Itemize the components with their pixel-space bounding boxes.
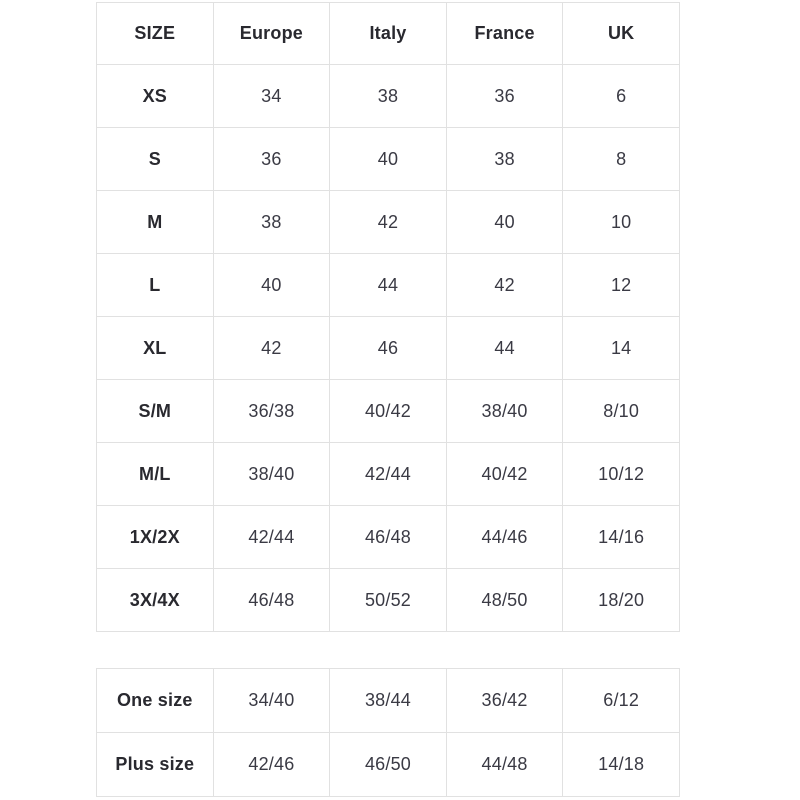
france-value-cell: 36 — [445, 64, 564, 128]
size-label-cell: Plus size — [96, 732, 214, 797]
france-value-cell: 40/42 — [445, 442, 564, 506]
france-value-cell: 38 — [445, 127, 564, 191]
uk-value-cell: 14 — [562, 316, 680, 380]
table-row-xs: XS 34 38 36 6 — [96, 64, 680, 128]
table-row-one-size: One size 34/40 38/44 36/42 6/12 — [96, 668, 680, 733]
table-row-3x-4x: 3X/4X 46/48 50/52 48/50 18/20 — [96, 568, 680, 632]
column-header-uk: UK — [562, 2, 680, 65]
size-conversion-section: SIZE Europe Italy France UK XS 34 38 36 … — [96, 2, 680, 797]
uk-value-cell: 18/20 — [562, 568, 680, 632]
uk-value-cell: 10/12 — [562, 442, 680, 506]
uk-value-cell: 8 — [562, 127, 680, 191]
italy-value-cell: 40 — [329, 127, 447, 191]
italy-value-cell: 38/44 — [329, 668, 447, 733]
table-row-s: S 36 40 38 8 — [96, 127, 680, 191]
column-header-size: SIZE — [96, 2, 214, 65]
size-label-cell: M — [96, 190, 214, 254]
table-row-m-l: M/L 38/40 42/44 40/42 10/12 — [96, 442, 680, 506]
table-row-1x-2x: 1X/2X 42/44 46/48 44/46 14/16 — [96, 505, 680, 569]
europe-value-cell: 34 — [212, 64, 331, 128]
main-size-table-header: SIZE Europe Italy France UK — [96, 2, 680, 65]
column-header-france: France — [445, 2, 564, 65]
italy-value-cell: 50/52 — [329, 568, 447, 632]
france-value-cell: 44/46 — [445, 505, 564, 569]
italy-value-cell: 42 — [329, 190, 447, 254]
column-header-europe: Europe — [212, 2, 331, 65]
italy-value-cell: 46 — [329, 316, 447, 380]
size-label-cell: S — [96, 127, 214, 191]
italy-value-cell: 42/44 — [329, 442, 447, 506]
italy-value-cell: 46/48 — [329, 505, 447, 569]
header-row: SIZE Europe Italy France UK — [96, 2, 680, 65]
secondary-table-wrap: One size 34/40 38/44 36/42 6/12 Plus siz… — [96, 668, 680, 797]
france-value-cell: 36/42 — [445, 668, 564, 733]
one-size-plus-size-table: One size 34/40 38/44 36/42 6/12 Plus siz… — [96, 668, 680, 797]
europe-value-cell: 36 — [212, 127, 331, 191]
europe-value-cell: 42/44 — [212, 505, 331, 569]
uk-value-cell: 12 — [562, 253, 680, 317]
table-row-xl: XL 42 46 44 14 — [96, 316, 680, 380]
uk-value-cell: 14/16 — [562, 505, 680, 569]
italy-value-cell: 38 — [329, 64, 447, 128]
europe-value-cell: 42/46 — [212, 732, 331, 797]
france-value-cell: 40 — [445, 190, 564, 254]
europe-value-cell: 40 — [212, 253, 331, 317]
italy-value-cell: 46/50 — [329, 732, 447, 797]
size-label-cell: 1X/2X — [96, 505, 214, 569]
uk-value-cell: 8/10 — [562, 379, 680, 443]
france-value-cell: 42 — [445, 253, 564, 317]
size-label-cell: M/L — [96, 442, 214, 506]
table-row-plus-size: Plus size 42/46 46/50 44/48 14/18 — [96, 732, 680, 797]
europe-value-cell: 38 — [212, 190, 331, 254]
france-value-cell: 48/50 — [445, 568, 564, 632]
france-value-cell: 44/48 — [445, 732, 564, 797]
table-row-m: M 38 42 40 10 — [96, 190, 680, 254]
europe-value-cell: 34/40 — [212, 668, 331, 733]
size-label-cell: One size — [96, 668, 214, 733]
size-label-cell: 3X/4X — [96, 568, 214, 632]
table-row-s-m: S/M 36/38 40/42 38/40 8/10 — [96, 379, 680, 443]
france-value-cell: 38/40 — [445, 379, 564, 443]
europe-value-cell: 38/40 — [212, 442, 331, 506]
france-value-cell: 44 — [445, 316, 564, 380]
europe-value-cell: 42 — [212, 316, 331, 380]
italy-value-cell: 40/42 — [329, 379, 447, 443]
size-label-cell: L — [96, 253, 214, 317]
size-label-cell: S/M — [96, 379, 214, 443]
uk-value-cell: 6 — [562, 64, 680, 128]
uk-value-cell: 6/12 — [562, 668, 680, 733]
italy-value-cell: 44 — [329, 253, 447, 317]
uk-value-cell: 10 — [562, 190, 680, 254]
size-label-cell: XS — [96, 64, 214, 128]
table-row-l: L 40 44 42 12 — [96, 253, 680, 317]
size-label-cell: XL — [96, 316, 214, 380]
uk-value-cell: 14/18 — [562, 732, 680, 797]
main-size-table: SIZE Europe Italy France UK XS 34 38 36 … — [96, 2, 680, 632]
europe-value-cell: 46/48 — [212, 568, 331, 632]
column-header-italy: Italy — [329, 2, 447, 65]
europe-value-cell: 36/38 — [212, 379, 331, 443]
